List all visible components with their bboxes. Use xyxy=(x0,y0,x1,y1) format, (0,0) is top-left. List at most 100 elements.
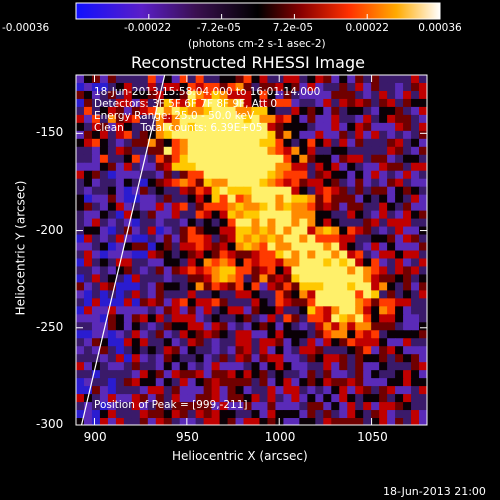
heatmap-cell xyxy=(299,154,308,164)
heatmap-cell xyxy=(339,378,348,387)
heatmap-cell xyxy=(315,394,324,403)
heatmap-cell xyxy=(243,410,253,419)
heatmap-cell xyxy=(299,242,308,252)
heatmap-cell xyxy=(347,130,356,140)
heatmap-cell xyxy=(259,106,269,116)
heatmap-cell xyxy=(419,314,427,323)
heatmap-cell xyxy=(403,402,412,411)
heatmap-cell xyxy=(291,298,300,307)
heatmap-cell xyxy=(227,138,237,148)
heatmap-cell xyxy=(363,378,372,387)
heatmap-cell xyxy=(259,386,269,395)
heatmap-cell xyxy=(203,90,213,100)
heatmap-cell xyxy=(307,146,316,156)
heatmap-cell xyxy=(363,346,372,355)
heatmap-cell xyxy=(171,418,181,425)
heatmap-cell xyxy=(315,82,324,92)
heatmap-cell xyxy=(379,394,388,403)
heatmap-cell xyxy=(283,322,292,331)
heatmap-cell xyxy=(371,138,380,148)
heatmap-cell xyxy=(243,394,253,403)
colorbar-tick-label: -7.2e-05 xyxy=(196,22,241,34)
heatmap-cell xyxy=(187,354,197,363)
heatmap-cell xyxy=(131,370,141,379)
heatmap-cell xyxy=(139,138,149,148)
solar-limb-line xyxy=(80,75,166,425)
heatmap-cell xyxy=(307,122,316,132)
heatmap-cell xyxy=(291,378,300,387)
heatmap-cell xyxy=(227,250,237,260)
heatmap-cell xyxy=(83,330,93,339)
heatmap-cell xyxy=(419,170,427,180)
heatmap-cell xyxy=(347,410,356,419)
heatmap-cell xyxy=(195,82,205,92)
heatmap-cell xyxy=(259,402,269,411)
heatmap-cell xyxy=(315,106,324,116)
heatmap-cell xyxy=(235,242,245,252)
heatmap-cell xyxy=(76,122,85,132)
heatmap-cell xyxy=(411,186,420,196)
heatmap-cell xyxy=(179,170,189,180)
heatmap-cell xyxy=(323,370,332,379)
heatmap-cell xyxy=(235,90,245,100)
heatmap-cell xyxy=(251,154,261,164)
heatmap-cell xyxy=(163,290,173,299)
heatmap-cell xyxy=(251,330,261,339)
heatmap-cell xyxy=(187,338,197,347)
heatmap-cell xyxy=(275,314,285,323)
heatmap-cell xyxy=(243,106,253,116)
heatmap-cell xyxy=(76,202,85,212)
heatmap-cell xyxy=(123,274,133,284)
heatmap-cell xyxy=(347,258,356,268)
heatmap-cell xyxy=(323,162,332,172)
heatmap-cell xyxy=(131,146,141,156)
heatmap-cell xyxy=(211,106,221,116)
heatmap-cell xyxy=(259,314,269,323)
heatmap-cell xyxy=(107,274,117,284)
heatmap-cell xyxy=(195,298,205,307)
heatmap-cell xyxy=(115,266,125,276)
heatmap-cell xyxy=(171,130,181,140)
heatmap-cell xyxy=(139,226,149,236)
heatmap-cell xyxy=(323,394,332,403)
heatmap-cell xyxy=(395,226,404,236)
heatmap-cell xyxy=(411,194,420,204)
heatmap-cell xyxy=(155,138,165,148)
heatmap-cell xyxy=(331,202,340,212)
heatmap-cell xyxy=(99,370,109,379)
heatmap-cell xyxy=(419,386,427,395)
heatmap-cell xyxy=(395,282,404,291)
heatmap-cell xyxy=(251,75,261,84)
heatmap-cell xyxy=(283,338,292,347)
heatmap-cell xyxy=(299,258,308,268)
heatmap-cell xyxy=(195,162,205,172)
heatmap-cell xyxy=(251,402,261,411)
heatmap-cell xyxy=(307,314,316,323)
heatmap-cell xyxy=(419,186,427,196)
x-tick-label: 900 xyxy=(83,430,107,444)
heatmap-cell xyxy=(419,274,427,284)
heatmap-cell xyxy=(147,370,157,379)
heatmap-cell xyxy=(147,226,157,236)
heatmap-cell xyxy=(267,234,277,244)
heatmap-cell xyxy=(315,242,324,252)
axis-ticks xyxy=(76,75,427,426)
heatmap-cell xyxy=(323,82,332,92)
heatmap-cell xyxy=(123,346,133,355)
heatmap-cell xyxy=(267,330,277,339)
heatmap-cell xyxy=(251,250,261,260)
heatmap-cell xyxy=(123,242,133,252)
heatmap-cell xyxy=(123,146,133,156)
heatmap-cell xyxy=(227,75,237,84)
heatmap-cell xyxy=(411,90,420,100)
heatmap-cell xyxy=(99,242,109,252)
heatmap-cell xyxy=(371,290,380,299)
heatmap-cell xyxy=(299,282,308,291)
heatmap-cell xyxy=(91,314,101,323)
heatmap-cell xyxy=(227,362,237,371)
heatmap-cell xyxy=(179,362,189,371)
heatmap-cell xyxy=(131,194,141,204)
heatmap-cell xyxy=(227,218,237,228)
heatmap-cell xyxy=(203,266,213,276)
heatmap-cell xyxy=(251,218,261,228)
